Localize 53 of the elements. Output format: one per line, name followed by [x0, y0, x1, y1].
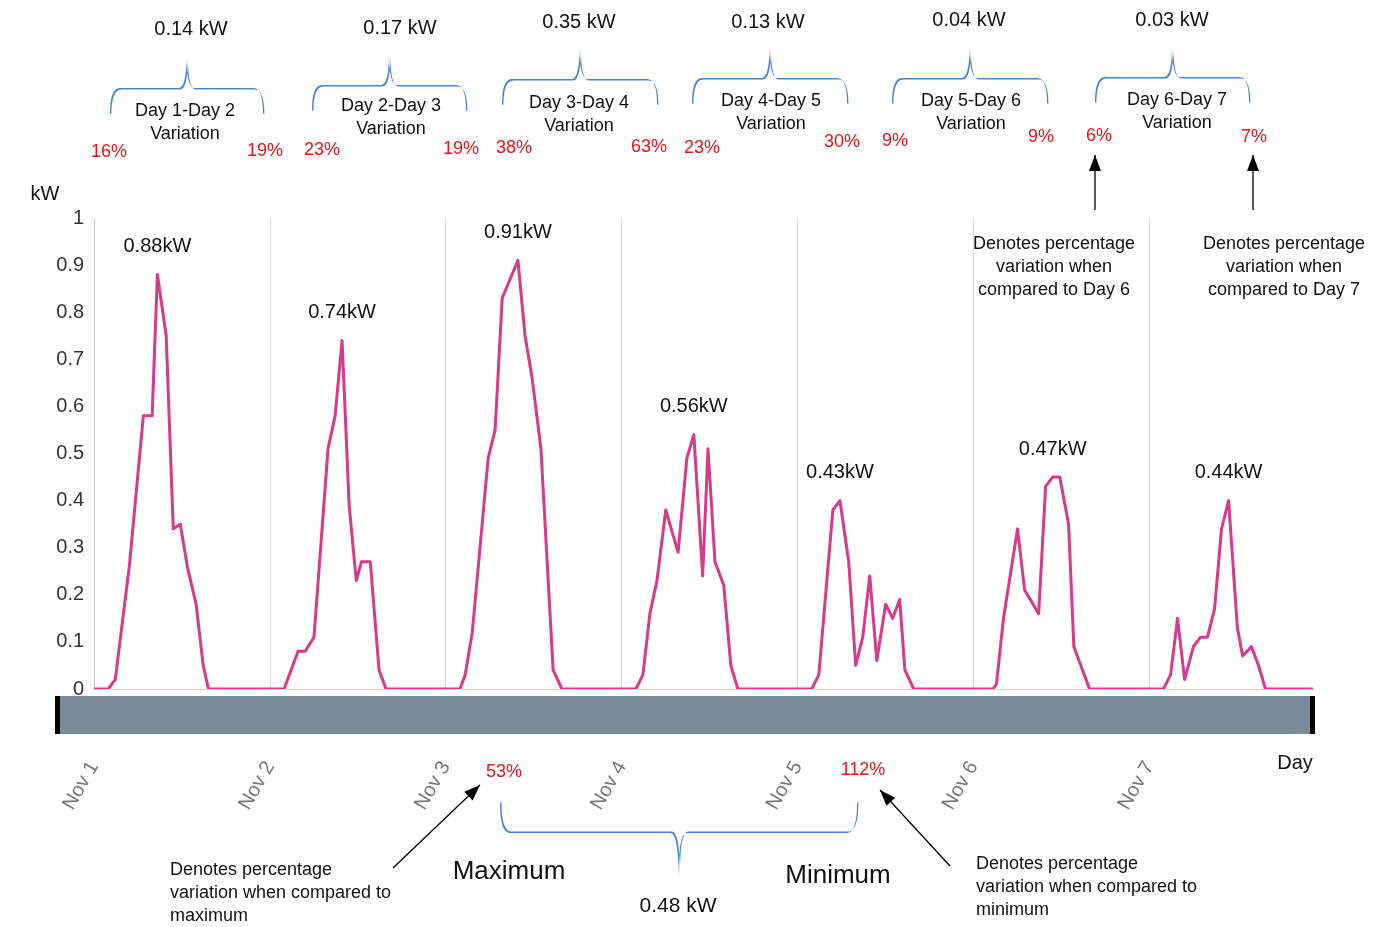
text: 0.35 kW	[542, 9, 616, 34]
text: Day 2-Day 3 Variation	[340, 95, 442, 138]
text: Denotes percentage variation when compared to minimum	[976, 851, 1199, 921]
y-tick-label: 0.8	[56, 299, 85, 322]
y-tick-label: 0.4	[56, 488, 85, 511]
text: 16%	[90, 139, 128, 163]
y-tick-label: 0.2	[56, 582, 85, 605]
text: 19%	[442, 136, 480, 160]
text: 19%	[246, 138, 284, 162]
text: Day 1-Day 2 Variation	[134, 100, 236, 143]
text: Denotes percentage variation when compared to maximum	[170, 857, 393, 927]
annotation: 0.88kW	[123, 234, 192, 257]
y-tick-label: 0.3	[56, 535, 85, 558]
text: 30%	[823, 129, 861, 153]
y-tick-label: 0	[73, 676, 85, 699]
text: 7%	[1240, 124, 1268, 148]
text: 0.03 kW	[1135, 7, 1209, 32]
text: Day 4-Day 5 Variation	[720, 90, 822, 133]
y-tick-label: 0.5	[56, 441, 85, 464]
text: 0.48 kW	[639, 891, 717, 918]
text: Day 6-Day 7 Variation	[1125, 88, 1228, 134]
annotation: 0.56kW	[659, 394, 728, 417]
text: 0.04 kW	[932, 7, 1006, 32]
text: Day 3-Day 4 Variation	[527, 91, 630, 137]
text: Day 5-Day 6 Variation	[920, 90, 1022, 133]
text: 0.17 kW	[363, 15, 437, 40]
text: 63%	[630, 134, 668, 158]
x-axis-title: Day	[1277, 750, 1313, 775]
y-tick-label: 0.1	[56, 629, 85, 652]
text: 53%	[485, 759, 523, 783]
annotation: 0.44kW	[1194, 460, 1263, 483]
annotation: 0.74kW	[308, 299, 377, 322]
text: 23%	[683, 135, 721, 159]
y-tick-label: 0.7	[56, 346, 85, 369]
y-tick-label: 1	[73, 205, 85, 228]
text: 9%	[1027, 124, 1055, 148]
text: 9%	[881, 128, 909, 152]
y-axis-title: kW	[30, 181, 60, 206]
annotation: 0.43kW	[806, 460, 874, 483]
annotation: Denotes percentage variation when compared to Day 7	[1201, 231, 1367, 301]
text: 0.14 kW	[154, 16, 228, 41]
annotation: 0.47kW	[1018, 436, 1087, 459]
annotation: 0.91kW	[484, 219, 552, 242]
text: 112%	[840, 757, 886, 781]
annotation: Denotes percentage variation when compared to Day 6	[971, 231, 1137, 301]
text: Maximum	[452, 854, 566, 887]
text: 38%	[495, 135, 533, 159]
y-tick-label: 0.9	[56, 252, 85, 275]
text: Minimum	[785, 858, 891, 891]
text: 23%	[303, 137, 341, 161]
text: 0.13 kW	[731, 9, 805, 34]
y-tick-label: 0.6	[56, 393, 85, 416]
text: 6%	[1085, 123, 1113, 147]
